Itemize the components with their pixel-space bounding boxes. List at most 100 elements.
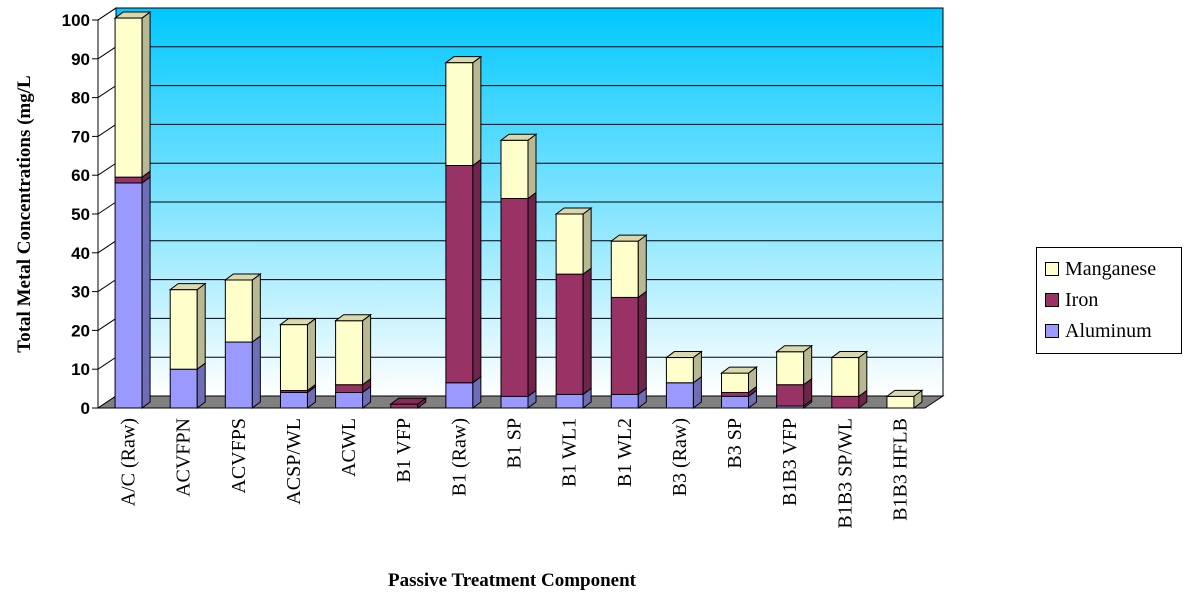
gridline <box>97 7 943 21</box>
bar-side-aluminum <box>141 175 151 409</box>
bar-side-iron <box>637 290 647 396</box>
bar-manganese <box>831 357 860 397</box>
bar-manganese <box>279 324 308 392</box>
y-tick-label: 80 <box>71 89 90 108</box>
bar-side-manganese <box>141 11 151 179</box>
bar-iron <box>445 165 474 384</box>
y-tick-label: 10 <box>71 360 90 379</box>
bar-side-iron <box>582 267 592 396</box>
bar-manganese <box>500 139 529 199</box>
bar-iron <box>114 176 143 184</box>
bar-top-iron <box>389 397 428 405</box>
bar-top-manganese <box>499 133 538 141</box>
x-tick-label: B1 VFP <box>393 418 415 483</box>
bar-top-manganese <box>830 351 869 359</box>
y-tick-label: 40 <box>71 244 90 263</box>
y-tick-label: 90 <box>71 50 90 69</box>
bar-top-manganese <box>720 366 759 374</box>
x-tick-label: B1B3 HFLB <box>889 418 911 521</box>
bar-top-manganese <box>554 207 593 215</box>
legend-label: Aluminum <box>1065 320 1152 342</box>
x-tick-label: B1 (Raw) <box>448 418 470 496</box>
y-tick-label: 100 <box>62 11 90 30</box>
bar-top-manganese <box>664 351 703 359</box>
bar-manganese <box>886 395 915 409</box>
x-tick-label: B1 SP <box>504 418 526 469</box>
bar-side-iron <box>472 158 482 384</box>
y-tick-label: 70 <box>71 127 90 146</box>
bar-side-manganese <box>251 272 261 344</box>
bar-manganese <box>224 279 253 343</box>
bar-aluminum <box>555 393 584 409</box>
bar-aluminum <box>335 391 364 409</box>
bar-aluminum <box>721 395 750 409</box>
legend-swatch <box>1045 262 1059 276</box>
bar-aluminum <box>114 182 143 409</box>
bar-top-manganese <box>609 234 648 242</box>
legend-swatch <box>1045 293 1059 307</box>
bar-side-manganese <box>472 55 482 167</box>
bar-top-manganese <box>444 56 483 64</box>
bar-manganese <box>555 213 584 275</box>
legend-item-aluminum: Aluminum <box>1045 320 1152 342</box>
bar-aluminum <box>169 368 198 409</box>
bar-side-aluminum <box>196 362 206 409</box>
x-tick-label: B1B3 VFP <box>779 418 801 506</box>
bar-iron <box>610 296 639 395</box>
bar-top-manganese <box>885 389 924 397</box>
legend-label: Iron <box>1065 289 1099 311</box>
x-tick-label: B1 WL1 <box>559 418 581 487</box>
y-tick-label: 0 <box>81 399 90 418</box>
bar-side-manganese <box>803 344 813 386</box>
bar-aluminum <box>224 341 253 409</box>
bar-side-manganese <box>582 207 592 276</box>
bar-manganese <box>335 320 364 386</box>
bar-iron <box>831 395 860 409</box>
legend-swatch <box>1045 324 1059 338</box>
bar-manganese <box>114 17 143 178</box>
x-tick-label: B1B3 SP/WL <box>834 418 856 529</box>
bar-manganese <box>169 289 198 370</box>
bar-manganese <box>610 240 639 298</box>
legend-item-iron: Iron <box>1045 289 1098 311</box>
bar-side-iron <box>527 191 537 398</box>
bar-side-manganese <box>527 133 537 200</box>
bar-side-aluminum <box>251 335 261 409</box>
bar-top-manganese <box>775 345 814 353</box>
bar-iron <box>776 384 805 407</box>
bar-side-manganese <box>858 350 868 398</box>
bar-aluminum <box>610 393 639 409</box>
bar-top-manganese <box>223 273 262 281</box>
bar-top-manganese <box>168 283 207 291</box>
x-tick-label: ACSP/WL <box>283 418 305 505</box>
chart-legend: Manganese Iron Aluminum <box>1036 247 1182 354</box>
x-axis-title: Passive Treatment Component <box>388 570 637 591</box>
y-tick-label: 50 <box>71 205 90 224</box>
bar-manganese <box>665 357 694 384</box>
bar-side-manganese <box>637 234 647 299</box>
y-axis-title: Total Metal Concentrations (mg/L <box>14 75 35 352</box>
x-tick-label: B3 (Raw) <box>669 418 691 496</box>
bar-aluminum <box>500 395 529 409</box>
bar-top-manganese <box>278 318 317 326</box>
x-tick-label: ACVFPS <box>228 418 250 494</box>
legend-item-manganese: Manganese <box>1045 258 1156 280</box>
y-tick-label: 20 <box>71 321 90 340</box>
y-tick-label: 30 <box>71 283 90 302</box>
bar-iron <box>721 391 750 397</box>
bar-top-manganese <box>113 11 152 19</box>
bar-manganese <box>445 62 474 166</box>
bar-side-manganese <box>362 313 372 386</box>
bar-aluminum <box>279 391 308 409</box>
x-tick-label: ACWL <box>338 418 360 477</box>
bar-aluminum <box>445 382 474 409</box>
bar-aluminum <box>665 382 694 409</box>
legend-label: Manganese <box>1065 258 1157 280</box>
bar-iron <box>335 384 364 393</box>
bar-side-manganese <box>306 317 316 392</box>
bar-iron <box>555 273 584 395</box>
bar-manganese <box>776 351 805 386</box>
bar-manganese <box>721 372 750 393</box>
x-tick-label: ACVFPN <box>173 418 195 497</box>
bar-iron <box>500 197 529 397</box>
